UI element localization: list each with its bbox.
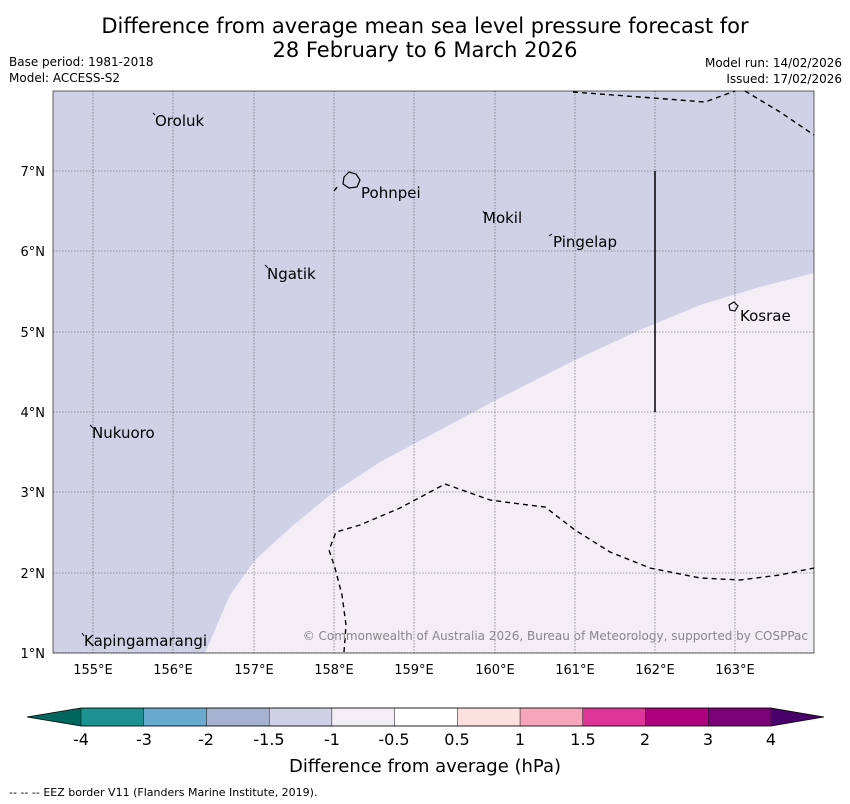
map-frame: [52, 90, 815, 654]
colorbar-segment: [80, 707, 144, 727]
colorbar-segment: [268, 707, 333, 727]
lat-tick: 1°N: [21, 647, 46, 662]
colorbar-segment: [143, 707, 207, 727]
longitude-axis: 155°E 156°E 157°E 158°E 159°E 160°E 161°…: [73, 663, 755, 678]
colorbar-tick: 2: [640, 730, 650, 749]
copyright-notice: © Commonwealth of Australia 2026, Bureau…: [303, 629, 808, 643]
colorbar-segment: [206, 707, 270, 727]
place-nukuoro: Nukuoro: [92, 424, 155, 442]
colorbar-tick: -3: [136, 730, 152, 749]
anomaly-region-minus-1: [205, 273, 814, 653]
kosrae-island-outline: [728, 301, 739, 312]
place-mokil: Mokil: [483, 209, 522, 227]
colorbar-tick: 1.5: [570, 730, 595, 749]
lat-tick: 5°N: [21, 326, 46, 341]
lat-tick: 3°N: [21, 486, 46, 501]
lat-tick: 6°N: [21, 245, 46, 260]
eez-border: [328, 90, 815, 653]
lon-tick: 160°E: [475, 663, 515, 678]
colorbar-segment: [519, 707, 584, 727]
colorbar-tick: 0.5: [444, 730, 469, 749]
colorbar-underflow-triangle: [27, 708, 81, 726]
lon-tick: 163°E: [715, 663, 755, 678]
place-kosrae: Kosrae: [740, 307, 791, 325]
colorbar-segment: [645, 707, 709, 727]
colorbar-tick: 1: [515, 730, 525, 749]
colorbar: -4 -3 -2 -1.5 -1 -0.5 0.5 1 1.5 2 3 4 Di…: [26, 707, 825, 777]
colorbar-tick: -4: [73, 730, 89, 749]
colorbar-tick: -1.5: [253, 730, 284, 749]
lon-tick: 162°E: [635, 663, 675, 678]
colorbar-tick: -1: [324, 730, 340, 749]
lon-tick: 161°E: [555, 663, 595, 678]
colorbar-overflow-triangle: [771, 708, 824, 726]
base-period: Base period: 1981-2018: [9, 55, 154, 69]
lat-tick: 7°N: [21, 165, 46, 180]
colorbar-segment: [457, 707, 521, 727]
issued-date: Issued: 17/02/2026: [726, 72, 842, 86]
model-name: Model: ACCESS-S2: [9, 71, 121, 85]
lat-tick: 4°N: [21, 406, 46, 421]
place-pingelap: Pingelap: [553, 233, 617, 251]
colorbar-segment: [708, 707, 772, 727]
lon-tick: 159°E: [394, 663, 434, 678]
lon-tick: 158°E: [314, 663, 354, 678]
title-line-2: 28 February to 6 March 2026: [272, 38, 578, 62]
colorbar-outline: [26, 707, 825, 727]
colorbar-label: Difference from average (hPa): [289, 756, 561, 777]
pohnpei-island-outline: [342, 171, 361, 189]
eez-source-text: EEZ border V11 (Flanders Marine Institut…: [43, 786, 318, 799]
colorbar-tick: -2: [198, 730, 214, 749]
place-oroluk: Oroluk: [155, 112, 204, 130]
eez-legend-symbol: -- -- --: [9, 786, 40, 799]
colorbar-segment: [331, 707, 395, 727]
place-pohnpei: Pohnpei: [361, 184, 421, 202]
lon-tick: 157°E: [234, 663, 274, 678]
colorbar-tick: -0.5: [378, 730, 409, 749]
atoll-marks: [81, 112, 553, 637]
model-run: Model run: 14/02/2026: [704, 56, 842, 70]
title-line-1: Difference from average mean sea level p…: [101, 14, 749, 38]
eez-footnote: -- -- -- EEZ border V11 (Flanders Marine…: [9, 786, 317, 799]
place-kapingamarangi: Kapingamarangi: [84, 632, 207, 650]
colorbar-tick: 3: [703, 730, 713, 749]
lat-tick: 2°N: [21, 567, 46, 582]
colorbar-segment: [394, 707, 458, 727]
colorbar-tick: 4: [766, 730, 776, 749]
map-panel[interactable]: Oroluk Pohnpei Mokil Pingelap Ngatik Kos…: [52, 90, 815, 654]
place-ngatik: Ngatik: [267, 265, 316, 283]
lon-tick: 155°E: [73, 663, 113, 678]
colorbar-segments: [80, 707, 772, 727]
latitude-axis: 7°N 6°N 5°N 4°N 3°N 2°N 1°N: [21, 165, 46, 662]
colorbar-segment: [582, 707, 646, 727]
lon-tick: 156°E: [153, 663, 193, 678]
